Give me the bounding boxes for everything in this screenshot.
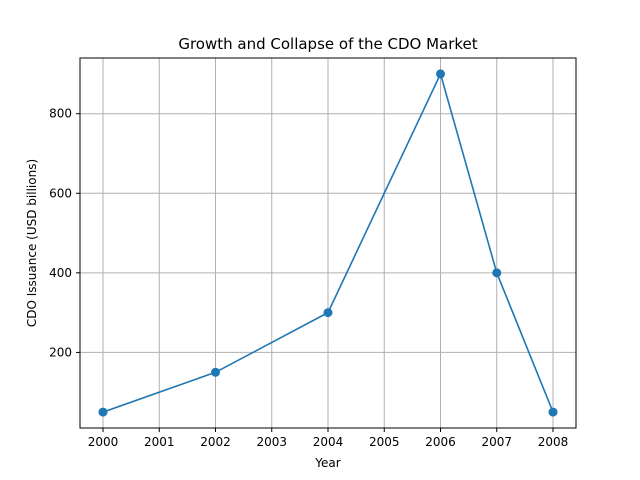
x-tick-label: 2008 <box>538 435 569 449</box>
data-point <box>436 69 445 79</box>
data-point <box>492 268 502 278</box>
tick-layer: 2000 2001 2002 2003 2004 2005 2006 2007 2008 200 4… <box>49 107 568 449</box>
grid-layer <box>80 58 576 428</box>
y-tick-label: 200 <box>49 345 72 359</box>
data-point <box>211 367 220 377</box>
x-tick-label: 2000 <box>88 435 119 449</box>
data-point <box>98 407 108 417</box>
data-point <box>548 407 558 417</box>
y-axis-label: CDO Issuance (USD billions) <box>25 159 39 327</box>
x-tick-label: 2005 <box>369 435 400 449</box>
series-layer <box>98 69 558 417</box>
x-tick-label: 2006 <box>425 435 456 449</box>
chart-title: Growth and Collapse of the CDO Market <box>178 35 477 53</box>
y-tick-label: 600 <box>49 186 72 200</box>
x-tick-label: 2007 <box>481 435 512 449</box>
x-axis-label: Year <box>314 456 340 470</box>
y-tick-label: 800 <box>49 107 72 121</box>
x-tick-label: 2002 <box>200 435 231 449</box>
y-tick-label: 400 <box>49 266 72 280</box>
x-tick-label: 2004 <box>313 435 344 449</box>
series-line <box>102 71 554 413</box>
data-point <box>323 308 333 318</box>
x-tick-label: 2003 <box>256 435 287 449</box>
x-tick-label: 2001 <box>144 435 175 449</box>
